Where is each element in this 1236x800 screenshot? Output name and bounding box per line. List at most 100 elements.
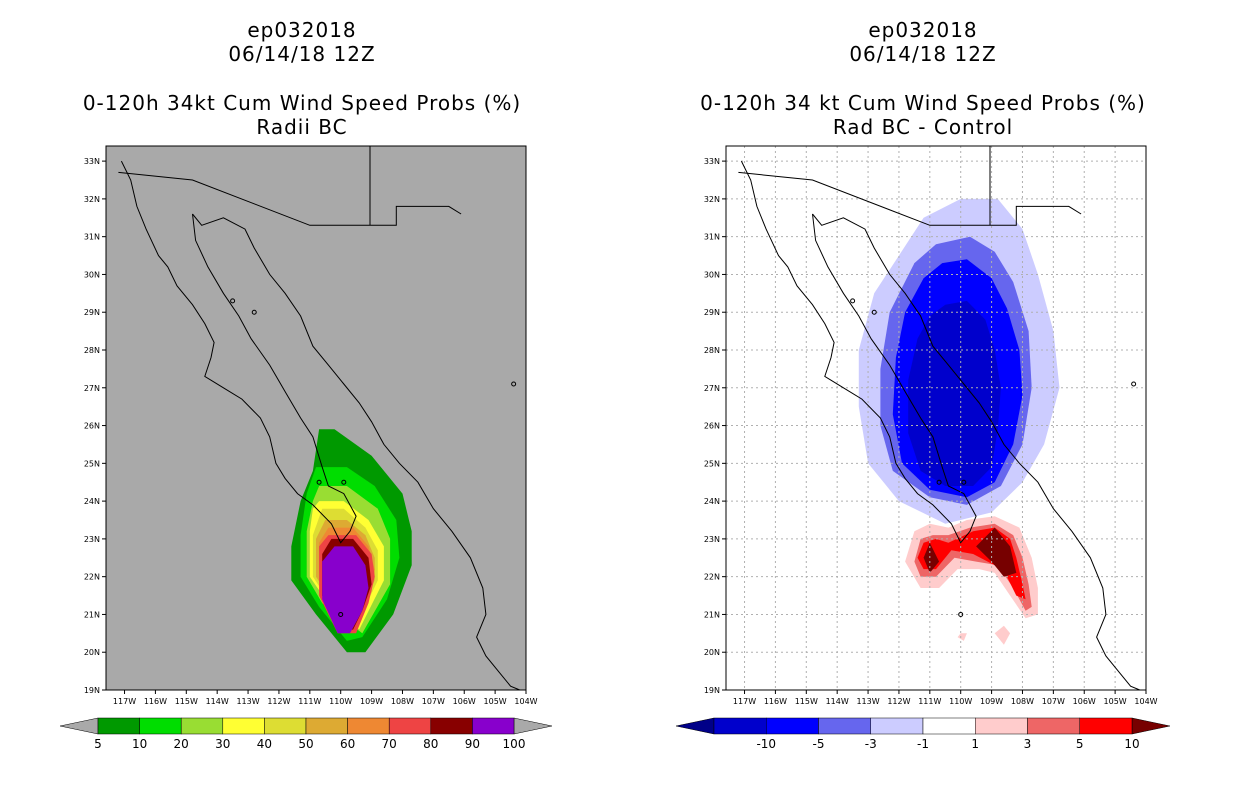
y-tick-label: 27N	[704, 384, 720, 393]
colorbar-label: -10	[756, 737, 776, 751]
x-tick-label: 107W	[1042, 697, 1065, 706]
island-outline	[338, 611, 344, 617]
y-tick-label: 21N	[704, 610, 720, 619]
left-title-line-1: ep032018	[247, 18, 357, 42]
baja-coastline	[740, 160, 977, 544]
international-border	[738, 171, 1082, 226]
y-tick-label: 20N	[84, 648, 100, 657]
x-tick-label: 110W	[329, 697, 352, 706]
x-tick-label: 117W	[113, 697, 136, 706]
x-tick-label: 106W	[1073, 697, 1096, 706]
colorbar-label: 50	[298, 737, 313, 751]
y-tick-label: 20N	[704, 648, 720, 657]
y-tick-label: 32N	[84, 195, 100, 204]
probability-contour-90	[322, 546, 369, 634]
x-tick-label: 114W	[206, 697, 229, 706]
y-tick-label: 19N	[704, 686, 720, 695]
colorbar-swatch	[430, 717, 473, 735]
colorbar-swatch	[388, 717, 432, 735]
x-tick-label: 112W	[267, 697, 290, 706]
colorbar-swatch	[264, 717, 307, 735]
y-tick-label: 33N	[704, 157, 720, 166]
colorbar-label: 1	[971, 737, 979, 751]
colorbar-swatch	[1027, 717, 1080, 735]
y-tick-label: 21N	[84, 610, 100, 619]
left-subtitle: 0-120h 34kt Cum Wind Speed Probs (%) Rad…	[22, 91, 582, 139]
y-tick-label: 31N	[704, 233, 720, 242]
x-tick-label: 107W	[422, 697, 445, 706]
colorbar-swatch	[97, 717, 140, 735]
island-outline	[316, 479, 322, 485]
colorbar-label: 20	[174, 737, 189, 751]
island-outline	[230, 298, 236, 304]
right-title-line-4: Rad BC - Control	[832, 115, 1014, 139]
island-outline	[871, 309, 877, 315]
map-frame	[725, 145, 1147, 691]
y-tick-label: 25N	[704, 459, 720, 468]
left-colorbar: 5 10 20 30 40 50 60 70 80 90 100	[59, 717, 553, 751]
probability-contour-1	[994, 625, 1011, 645]
island-outline	[961, 479, 967, 485]
y-tick-label: 29N	[84, 308, 100, 317]
x-tick-label: 117W	[733, 697, 756, 706]
colorbar-label: 80	[423, 737, 438, 751]
x-tick-label: 115W	[795, 697, 818, 706]
island-outline	[511, 381, 517, 387]
colorbar-label: 5	[1076, 737, 1084, 751]
x-tick-label: 114W	[826, 697, 849, 706]
colorbar-label: -5	[813, 737, 825, 751]
left-title-line-4: Radii BC	[256, 115, 348, 139]
colorbar-label: 10	[132, 737, 147, 751]
probability-contour-10	[976, 527, 1017, 577]
colorbar-swatch	[180, 717, 224, 735]
y-tick-label: 24N	[704, 497, 720, 506]
y-tick-label: 19N	[84, 686, 100, 695]
map-panel-radii-bc: 117W 116W 115W 114W 113W 112W 111W 110W 109W 108W…	[84, 145, 538, 706]
y-tick-label: 23N	[704, 535, 720, 544]
x-tick-label: 115W	[175, 697, 198, 706]
colorbar-swatch	[818, 717, 871, 735]
x-tick-label: 111W	[918, 697, 941, 706]
x-tick-label: 105W	[1104, 697, 1127, 706]
y-tick-label: 27N	[84, 384, 100, 393]
colorbar-swatch	[305, 717, 348, 735]
colorbar-label: 70	[382, 737, 397, 751]
colorbar-swatch	[222, 717, 265, 735]
x-tick-label: 113W	[236, 697, 259, 706]
right-subtitle: 0-120h 34 kt Cum Wind Speed Probs (%) Ra…	[643, 91, 1203, 139]
colorbar-label: 100	[503, 737, 526, 751]
x-tick-label: 109W	[360, 697, 383, 706]
y-tick-label: 32N	[704, 195, 720, 204]
y-tick-label: 23N	[84, 535, 100, 544]
mainland-coastline	[812, 213, 1140, 691]
colorbar-low-arrow	[675, 717, 715, 735]
y-tick-label: 30N	[704, 270, 720, 279]
right-title: ep032018 06/14/18 12Z	[643, 18, 1203, 66]
right-title-line-1: ep032018	[868, 18, 978, 42]
map-frame	[105, 145, 527, 691]
colorbar-swatch	[713, 717, 767, 735]
x-tick-label: 108W	[1011, 697, 1034, 706]
probability-contour-10	[923, 542, 940, 573]
y-tick-label: 22N	[704, 573, 720, 582]
island-outline	[251, 309, 257, 315]
x-tick-label: 116W	[144, 697, 167, 706]
y-tick-label: 28N	[704, 346, 720, 355]
y-tick-label: 28N	[84, 346, 100, 355]
x-tick-label: 108W	[391, 697, 414, 706]
colorbar-label: 5	[94, 737, 102, 751]
x-tick-label: 105W	[484, 697, 507, 706]
x-tick-label: 109W	[980, 697, 1003, 706]
colorbar-label: 3	[1024, 737, 1032, 751]
y-tick-label: 22N	[84, 573, 100, 582]
island-outline	[850, 298, 856, 304]
mainland-coastline	[192, 213, 520, 691]
y-tick-label: 29N	[704, 308, 720, 317]
island-outline	[936, 479, 942, 485]
colorbar-swatch	[1079, 717, 1133, 735]
colorbar-high-arrow	[513, 717, 553, 735]
island-outline	[341, 479, 347, 485]
probability-contour-1	[957, 633, 967, 641]
y-tick-label: 24N	[84, 497, 100, 506]
